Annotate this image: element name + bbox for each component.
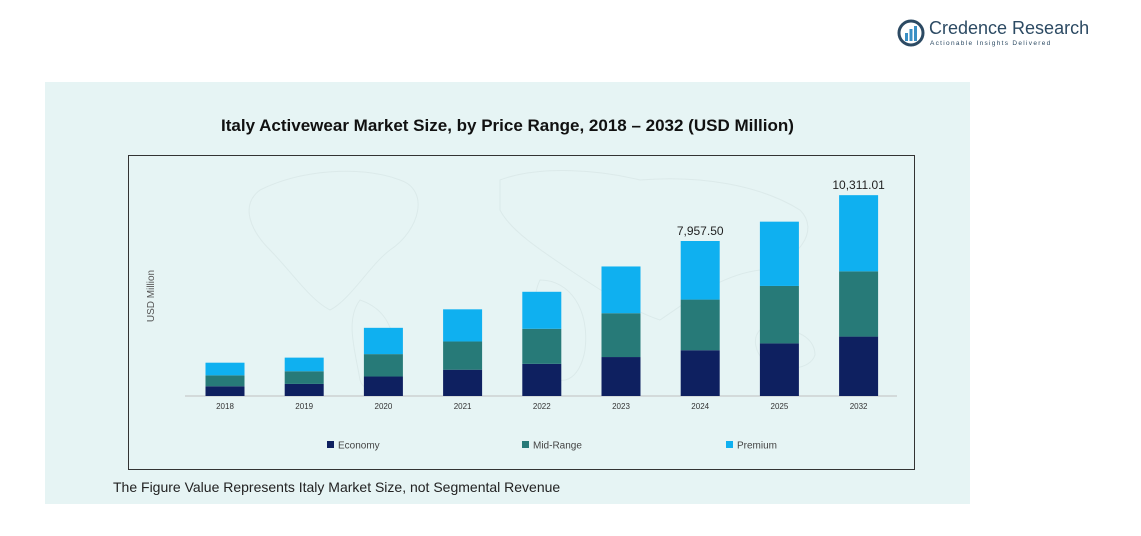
x-tick-label-2023: 2023 bbox=[612, 402, 630, 411]
x-tick-label-2025: 2025 bbox=[771, 402, 789, 411]
bar-premium-2019 bbox=[284, 357, 324, 372]
x-tick-label-2021: 2021 bbox=[454, 402, 472, 411]
brand-header: Credence Research Actionable Insights De… bbox=[897, 16, 1127, 52]
bar-mid-range-2024 bbox=[680, 299, 720, 351]
bar-premium-2032 bbox=[839, 195, 879, 272]
bar-mid-range-2019 bbox=[284, 371, 324, 384]
bar-economy-2024 bbox=[680, 350, 720, 396]
brand-tagline: Actionable Insights Delivered bbox=[930, 40, 1052, 47]
legend-swatch-premium bbox=[726, 441, 733, 448]
bar-premium-2024 bbox=[680, 241, 720, 300]
legend: Economy Mid-Range Premium bbox=[327, 441, 777, 452]
x-tick-label-2032: 2032 bbox=[850, 402, 868, 411]
x-tick-label-2018: 2018 bbox=[216, 402, 234, 411]
total-labels: 7,957.50 10,311.01 bbox=[677, 178, 885, 238]
x-tick-label-2022: 2022 bbox=[533, 402, 551, 411]
credence-logo-icon bbox=[897, 19, 925, 47]
x-tick-label-2019: 2019 bbox=[295, 402, 313, 411]
total-label-2032: 10,311.01 bbox=[832, 178, 885, 192]
legend-label-premium: Premium bbox=[737, 441, 777, 452]
bar-mid-range-2023 bbox=[601, 313, 641, 358]
bar-premium-2020 bbox=[363, 327, 403, 355]
bar-economy-2022 bbox=[522, 363, 562, 396]
total-label-2024: 7,957.50 bbox=[677, 224, 724, 238]
legend-label-mid-range: Mid-Range bbox=[533, 441, 582, 452]
bar-premium-2021 bbox=[443, 309, 483, 342]
bar-mid-range-2022 bbox=[522, 328, 562, 364]
bar-premium-2018 bbox=[205, 362, 245, 376]
bar-economy-2019 bbox=[284, 383, 324, 396]
chart-title: Italy Activewear Market Size, by Price R… bbox=[221, 116, 794, 135]
bar-mid-range-2018 bbox=[205, 375, 245, 387]
bar-mid-range-2025 bbox=[759, 285, 799, 344]
bar-economy-2021 bbox=[443, 369, 483, 396]
bars-group bbox=[205, 195, 879, 396]
bar-premium-2023 bbox=[601, 266, 641, 314]
bar-premium-2025 bbox=[759, 221, 799, 286]
bar-economy-2018 bbox=[205, 386, 245, 396]
brand-name: Credence Research bbox=[929, 18, 1090, 38]
bar-mid-range-2020 bbox=[363, 354, 403, 377]
legend-swatch-mid-range bbox=[522, 441, 529, 448]
x-tick-label-2020: 2020 bbox=[375, 402, 393, 411]
x-tick-labels: 2018 2019 2020 2021 2022 2023 2024 2025 2032 bbox=[216, 402, 868, 411]
x-tick-label-2024: 2024 bbox=[691, 402, 709, 411]
bar-economy-2020 bbox=[363, 376, 403, 396]
bar-mid-range-2032 bbox=[839, 271, 879, 337]
legend-swatch-economy bbox=[327, 441, 334, 448]
chart-panel bbox=[45, 82, 970, 504]
bar-economy-2025 bbox=[759, 343, 799, 396]
y-axis-label: USD Million bbox=[146, 270, 157, 322]
plot-frame bbox=[128, 155, 915, 470]
bar-premium-2022 bbox=[522, 291, 562, 329]
bar-economy-2032 bbox=[839, 336, 879, 396]
footnote: The Figure Value Represents Italy Market… bbox=[113, 479, 561, 495]
bar-mid-range-2021 bbox=[443, 341, 483, 370]
legend-label-economy: Economy bbox=[338, 441, 380, 452]
bar-economy-2023 bbox=[601, 357, 641, 396]
